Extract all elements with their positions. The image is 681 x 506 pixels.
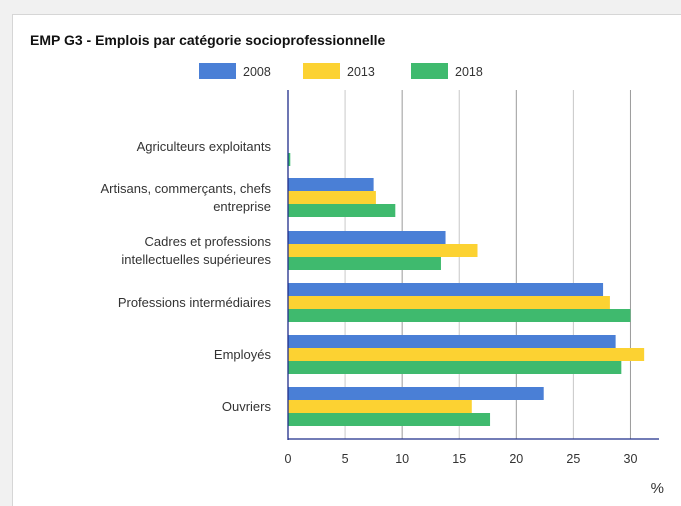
- category-label: Professions intermédiaires: [118, 295, 272, 310]
- legend: 2008 2013 2018: [199, 63, 483, 79]
- category-label: Agriculteurs exploitants: [137, 139, 272, 154]
- x-tick-label: 30: [624, 452, 638, 466]
- category-label: Employés: [214, 347, 272, 362]
- bar-2018: [288, 413, 491, 426]
- category-label: entreprise: [213, 199, 271, 214]
- bar-chart: Agriculteurs exploitants Artisans, commer…: [101, 63, 664, 497]
- legend-label: 2013: [347, 65, 375, 79]
- bar-2018: [288, 361, 622, 374]
- category-label: Artisans, commerçants, chefs: [101, 181, 272, 196]
- bar-2013: [288, 244, 478, 257]
- category-label: Ouvriers: [222, 399, 272, 414]
- bar-2008: [288, 387, 544, 400]
- bar-2018: [288, 257, 441, 270]
- bars: [288, 153, 645, 426]
- axes: [287, 90, 659, 440]
- chart-card: EMP G3 - Emplois par catégorie socioprof…: [12, 14, 681, 506]
- x-tick-labels: 0 5 10 15 20 25 30: [285, 452, 638, 466]
- legend-swatch-2013: [303, 63, 340, 79]
- legend-swatch-2008: [199, 63, 236, 79]
- x-tick-label: 10: [395, 452, 409, 466]
- bar-2008: [288, 231, 446, 244]
- x-tick-label: 5: [342, 452, 349, 466]
- chart-title: EMP G3 - Emplois par catégorie socioprof…: [30, 32, 386, 48]
- bar-2008: [288, 178, 374, 191]
- legend-label: 2018: [455, 65, 483, 79]
- category-label: Cadres et professions: [145, 234, 272, 249]
- x-tick-label: 20: [509, 452, 523, 466]
- unit-label: %: [651, 480, 664, 497]
- bar-2013: [288, 296, 610, 309]
- bar-2013: [288, 400, 472, 413]
- legend-label: 2008: [243, 65, 271, 79]
- bar-2013: [288, 191, 376, 204]
- bar-2008: [288, 335, 616, 348]
- x-tick-label: 0: [285, 452, 292, 466]
- bar-2018: [288, 153, 291, 166]
- legend-swatch-2018: [411, 63, 448, 79]
- category-label: intellectuelles supérieures: [121, 252, 271, 267]
- bar-2018: [288, 204, 396, 217]
- x-tick-label: 15: [452, 452, 466, 466]
- bar-2013: [288, 348, 645, 361]
- bar-2018: [288, 309, 631, 322]
- category-labels: Agriculteurs exploitants Artisans, commer…: [101, 139, 272, 414]
- x-tick-label: 25: [566, 452, 580, 466]
- bar-2008: [288, 283, 604, 296]
